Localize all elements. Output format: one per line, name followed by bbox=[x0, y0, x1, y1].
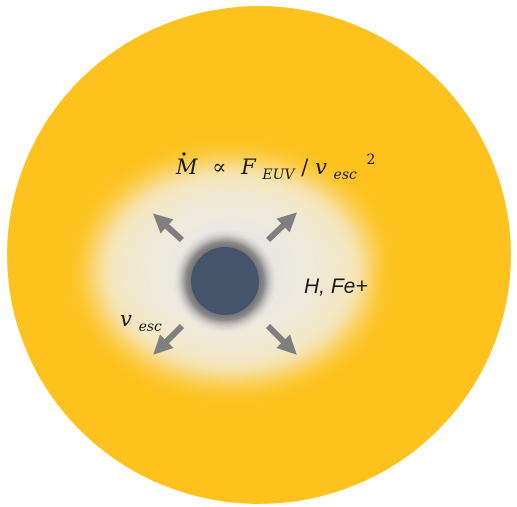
flux-subscript: EUV bbox=[261, 167, 296, 183]
escape-velocity-label: v esc bbox=[120, 307, 162, 335]
flux-symbol: F bbox=[240, 155, 257, 179]
outflow-arrow-down-left bbox=[153, 323, 185, 355]
species-label: H, Fe+ bbox=[304, 275, 368, 298]
slash-symbol: / bbox=[301, 155, 309, 179]
svg-text:M ∝ F EUV: M ∝ F EUV / v esc 2 bbox=[175, 152, 375, 184]
outflow-arrow-down-right bbox=[265, 323, 297, 355]
planet bbox=[191, 247, 259, 315]
outflow-arrow-up-right bbox=[265, 212, 297, 243]
outflow-arrow-up-left bbox=[152, 213, 185, 243]
mdot-dot bbox=[182, 152, 186, 156]
proportional-symbol: ∝ bbox=[212, 155, 226, 179]
mass-loss-equation: M ∝ F EUV / v esc 2 bbox=[175, 152, 375, 184]
escape-velocity-symbol: v bbox=[120, 307, 132, 331]
outflow-arrows bbox=[152, 212, 297, 355]
escape-velocity-subscript: esc bbox=[139, 319, 162, 335]
exponent: 2 bbox=[367, 152, 376, 168]
mdot-symbol: M bbox=[175, 155, 198, 179]
velocity-symbol: v bbox=[315, 155, 327, 179]
velocity-subscript: esc bbox=[334, 167, 357, 183]
